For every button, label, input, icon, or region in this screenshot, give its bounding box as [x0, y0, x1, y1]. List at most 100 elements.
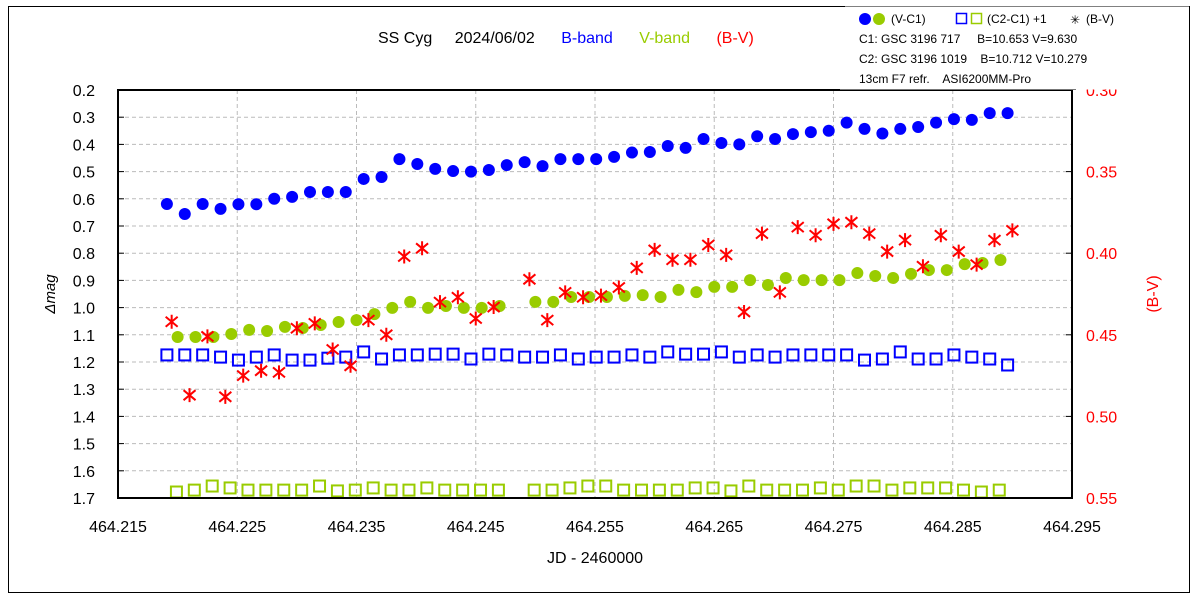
- data-point-circle: [661, 140, 674, 153]
- data-point-square: [939, 481, 953, 495]
- data-point-square: [607, 350, 621, 364]
- data-point-circle: [303, 186, 316, 198]
- data-point-circle: [905, 267, 918, 280]
- data-point-circle: [572, 153, 585, 166]
- data-point-asterisk: [379, 327, 393, 342]
- data-point-square: [187, 483, 201, 497]
- data-point-square: [330, 484, 344, 498]
- data-point-circle: [708, 280, 721, 293]
- data-point-circle: [554, 153, 567, 166]
- data-point-circle: [761, 279, 774, 292]
- data-point-square: [223, 481, 237, 495]
- data-point-square: [867, 479, 881, 493]
- data-point-circle: [715, 137, 728, 150]
- data-point-square: [643, 350, 657, 364]
- data-point-asterisk: [433, 295, 447, 310]
- data-point-circle: [1001, 107, 1014, 120]
- data-point-square: [214, 350, 228, 364]
- data-point-asterisk: [630, 260, 644, 275]
- data-point-square: [536, 350, 550, 364]
- data-point-square: [768, 350, 782, 364]
- data-point-circle: [608, 150, 621, 163]
- data-point-square: [474, 483, 488, 497]
- data-point-square: [840, 348, 854, 362]
- data-point-asterisk: [862, 226, 876, 241]
- x-tick-label: 464.225: [208, 519, 266, 536]
- data-point-asterisk: [826, 216, 841, 231]
- data-point-circle: [940, 264, 953, 277]
- data-point-circle: [733, 138, 746, 151]
- y-tick-label: 1.5: [73, 437, 95, 454]
- data-point-square: [786, 348, 800, 362]
- data-point-circle: [393, 153, 406, 166]
- data-point-circle: [321, 186, 334, 198]
- data-point-circle: [947, 113, 960, 126]
- data-point-circle: [858, 122, 871, 135]
- data-point-square: [617, 483, 631, 497]
- data-point-asterisk: [665, 252, 680, 267]
- data-point-square: [402, 483, 416, 497]
- data-point-square: [205, 479, 219, 493]
- data-point-circle: [751, 130, 764, 143]
- data-point-circle: [278, 320, 291, 333]
- data-point-circle: [690, 286, 703, 299]
- data-point-square: [581, 479, 595, 493]
- data-point-circle: [189, 330, 202, 343]
- legend-green-square-icon: [970, 12, 983, 25]
- data-point-square: [428, 347, 442, 361]
- data-point-square: [947, 348, 961, 362]
- y-tick-label: 0.4: [73, 137, 95, 154]
- data-point-square: [160, 348, 174, 362]
- data-point-circle: [160, 197, 173, 210]
- data-point-circle: [983, 107, 996, 120]
- data-point-square: [482, 347, 496, 361]
- data-point-circle: [815, 274, 828, 287]
- y-tick-label: 1.3: [73, 382, 95, 399]
- data-point-circle: [672, 283, 685, 296]
- data-point-square: [956, 483, 970, 497]
- data-point-square: [375, 352, 389, 366]
- data-point-square: [456, 483, 470, 497]
- y2-tick-label: 0.40: [1086, 246, 1117, 263]
- legend-entry-c2-c1: (C2-C1) +1: [987, 12, 1047, 26]
- data-point-square: [196, 348, 210, 362]
- y-tick-label: 1.1: [73, 328, 95, 345]
- data-point-circle: [851, 267, 864, 280]
- data-point-square: [267, 348, 281, 362]
- data-point-asterisk: [916, 259, 930, 274]
- data-point-square: [652, 483, 666, 497]
- data-point-circle: [357, 172, 370, 185]
- data-point-square: [392, 348, 406, 362]
- data-point-asterisk: [844, 215, 859, 230]
- data-point-asterisk: [773, 285, 787, 300]
- data-point-circle: [536, 160, 549, 173]
- y2-tick-label: 0.35: [1086, 165, 1117, 182]
- data-point-square: [697, 347, 711, 361]
- legend-blue-square-icon: [955, 12, 968, 25]
- data-point-circle: [726, 280, 739, 293]
- data-point-circle: [457, 301, 470, 314]
- y-tick-label: 1.0: [73, 301, 95, 318]
- data-point-circle: [500, 159, 513, 172]
- data-point-square: [178, 348, 192, 362]
- data-point-square: [366, 481, 380, 495]
- data-point-asterisk: [272, 365, 286, 380]
- data-point-square: [410, 348, 424, 362]
- data-point-circle: [447, 165, 460, 178]
- data-point-square: [303, 353, 317, 367]
- y-tick-label: 0.5: [73, 165, 95, 182]
- data-point-square: [420, 481, 434, 495]
- data-point-square: [714, 345, 728, 359]
- data-point-asterisk: [576, 290, 590, 305]
- data-point-asterisk: [200, 329, 215, 344]
- data-point-asterisk: [755, 226, 769, 241]
- data-point-asterisk: [290, 321, 304, 336]
- data-point-square: [661, 345, 675, 359]
- data-point-square: [804, 348, 818, 362]
- data-point-asterisk: [594, 288, 608, 303]
- data-point-square: [849, 479, 863, 493]
- data-point-asterisk: [612, 280, 626, 295]
- data-point-square: [778, 483, 792, 497]
- data-point-square: [885, 483, 899, 497]
- y2-tick-label: 0.55: [1086, 491, 1117, 508]
